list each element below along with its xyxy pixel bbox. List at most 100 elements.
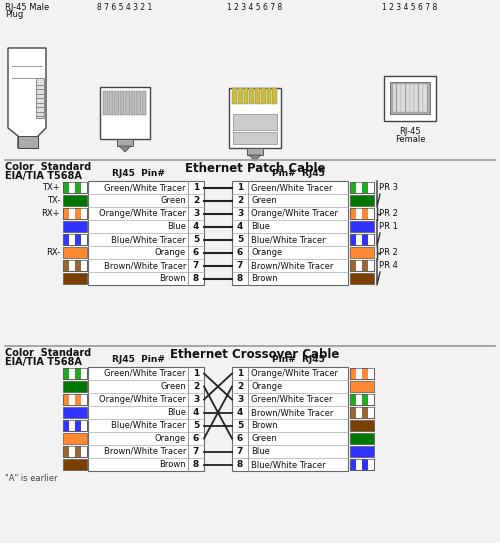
Bar — [350, 208, 374, 219]
Bar — [63, 195, 87, 206]
Text: PR 3: PR 3 — [379, 183, 398, 192]
Text: 3: 3 — [237, 395, 243, 404]
Text: PR 1: PR 1 — [379, 222, 398, 231]
Text: 5: 5 — [193, 235, 199, 244]
Bar — [423, 84, 427, 112]
Bar — [81, 208, 87, 219]
Bar — [69, 234, 75, 245]
Text: 1 2 3 4 5 6 7 8: 1 2 3 4 5 6 7 8 — [228, 3, 282, 12]
Bar — [69, 182, 75, 193]
Text: 3: 3 — [193, 395, 199, 404]
Bar — [81, 368, 87, 379]
Text: 8: 8 — [193, 460, 199, 469]
Bar — [350, 459, 374, 470]
Text: 4: 4 — [237, 222, 243, 231]
Text: 8: 8 — [237, 274, 243, 283]
Text: Orange: Orange — [251, 382, 282, 391]
Text: PR 4: PR 4 — [379, 261, 398, 270]
Bar — [63, 459, 87, 470]
Bar — [244, 88, 248, 104]
Bar — [266, 88, 271, 104]
Text: Brown: Brown — [251, 421, 278, 430]
Text: Pin#  RJ45: Pin# RJ45 — [272, 355, 324, 364]
Text: "A" is earlier: "A" is earlier — [5, 474, 58, 483]
Text: 1 2 3 4 5 6 7 8: 1 2 3 4 5 6 7 8 — [382, 3, 438, 12]
Text: 4: 4 — [193, 222, 199, 231]
Bar — [368, 407, 374, 418]
Text: RX-: RX- — [46, 248, 60, 257]
Bar — [114, 91, 118, 115]
Bar — [350, 433, 374, 444]
Text: Orange/White Tracer: Orange/White Tracer — [251, 209, 338, 218]
Bar — [69, 260, 75, 271]
Text: EIA/TIA T568A: EIA/TIA T568A — [5, 171, 82, 181]
Bar — [350, 368, 374, 379]
Text: Brown/White Tracer: Brown/White Tracer — [104, 447, 186, 456]
Polygon shape — [119, 146, 131, 152]
Bar — [117, 139, 133, 146]
Text: RJ45  Pin#: RJ45 Pin# — [112, 355, 164, 364]
Bar — [350, 407, 374, 418]
Bar — [356, 208, 362, 219]
Text: TX+: TX+ — [42, 183, 60, 192]
Bar — [108, 91, 113, 115]
Text: Brown: Brown — [160, 460, 186, 469]
Bar — [368, 182, 374, 193]
Text: Green: Green — [251, 434, 277, 443]
Bar — [350, 273, 374, 284]
Text: Brown: Brown — [251, 274, 278, 283]
Bar — [368, 459, 374, 470]
Bar — [136, 91, 140, 115]
Bar — [63, 420, 87, 431]
Bar — [350, 459, 374, 470]
Bar — [414, 84, 418, 112]
Bar — [63, 234, 87, 245]
Bar — [63, 446, 87, 457]
Bar — [63, 234, 87, 245]
Bar — [356, 182, 362, 193]
Bar — [368, 208, 374, 219]
Text: EIA/TIA T568A: EIA/TIA T568A — [5, 357, 82, 367]
Text: 1: 1 — [193, 183, 199, 192]
Text: RJ-45: RJ-45 — [399, 127, 421, 136]
Bar — [36, 78, 44, 118]
Text: 2: 2 — [237, 382, 243, 391]
Bar — [63, 273, 87, 284]
Text: Blue/White Tracer: Blue/White Tracer — [112, 421, 186, 430]
Bar — [63, 260, 87, 271]
Polygon shape — [18, 136, 38, 148]
Bar — [69, 368, 75, 379]
Text: Blue: Blue — [251, 222, 270, 231]
Text: 1: 1 — [193, 369, 199, 378]
Text: 2: 2 — [237, 196, 243, 205]
Bar — [368, 260, 374, 271]
Text: Ethernet Patch Cable: Ethernet Patch Cable — [185, 162, 325, 175]
Bar — [81, 420, 87, 431]
Bar — [142, 91, 146, 115]
Bar — [63, 407, 87, 418]
Bar — [100, 87, 150, 139]
Text: Green/White Tracer: Green/White Tracer — [251, 183, 332, 192]
Text: 4: 4 — [237, 408, 243, 417]
Bar — [350, 234, 374, 245]
Text: PR 2: PR 2 — [379, 209, 398, 218]
Text: Blue: Blue — [167, 408, 186, 417]
Bar — [238, 88, 242, 104]
Text: Green/White Tracer: Green/White Tracer — [104, 369, 186, 378]
Text: Orange/White Tracer: Orange/White Tracer — [251, 369, 338, 378]
Text: Green: Green — [251, 196, 277, 205]
Text: 4: 4 — [193, 408, 199, 417]
Text: Green/White Tracer: Green/White Tracer — [104, 183, 186, 192]
Text: 7: 7 — [193, 447, 199, 456]
Text: RJ45  Pin#: RJ45 Pin# — [112, 169, 164, 178]
Bar — [350, 446, 374, 457]
Bar — [350, 247, 374, 258]
Bar — [350, 234, 374, 245]
Text: 6: 6 — [193, 248, 199, 257]
Text: Female: Female — [395, 135, 425, 143]
Text: Color  Standard: Color Standard — [5, 348, 91, 358]
Text: 5: 5 — [237, 421, 243, 430]
Bar — [356, 260, 362, 271]
Bar — [356, 368, 362, 379]
Bar — [233, 114, 277, 130]
